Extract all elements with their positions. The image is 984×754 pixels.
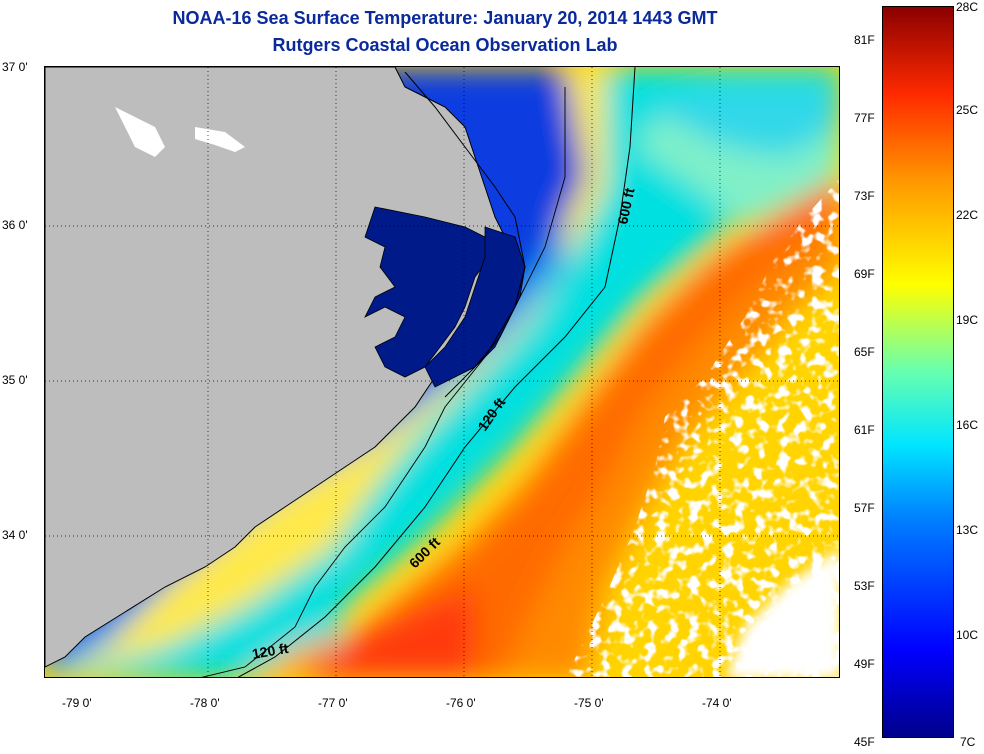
cb-f-73: 73F [854,189,875,203]
cb-c-13: 13C [956,523,979,537]
cb-c-7: 7C [960,735,976,749]
lon-label-77: -77 0' [318,696,348,710]
lon-label-76: -76 0' [446,696,476,710]
lat-label-34: 34 0' [2,528,28,542]
cb-f-57: 57F [854,501,875,515]
temperature-colorbar [882,6,954,738]
isobath-label-600ft-north: 600 ft [614,186,637,225]
lon-label-79: -79 0' [62,696,92,710]
map-title: NOAA-16 Sea Surface Temperature: January… [172,8,718,28]
cb-f-49: 49F [854,657,875,671]
cb-f-77: 77F [854,111,875,125]
cb-f-69: 69F [854,267,875,281]
graticule [45,67,839,677]
pamlico-sound [424,226,526,388]
lat-label-36: 36 0' [2,218,28,232]
lat-label-35: 35 0' [2,373,28,387]
cb-f-65: 65F [854,345,875,359]
lon-label-75: -75 0' [574,696,604,710]
isobath-120ft [201,87,566,677]
cb-c-25: 25C [956,103,979,117]
cb-c-16: 16C [956,418,979,432]
isobath-label-120ft-south: 120 ft [251,640,290,662]
lon-label-74: -74 0' [702,696,732,710]
cb-c-22: 22C [956,208,979,222]
cb-c-10: 10C [956,628,979,642]
cb-c-19: 19C [956,313,979,327]
cb-f-45: 45F [854,735,875,749]
cb-f-81: 81F [854,33,875,47]
cb-c-28: 28C [956,0,979,14]
sst-map[interactable]: 600 ft 120 ft 600 ft 120 ft [44,66,840,678]
lat-label-37: 37 0' [2,60,28,74]
cb-f-61: 61F [854,423,875,437]
map-subtitle: Rutgers Coastal Ocean Observation Lab [272,35,618,55]
sst-map-canvas: 600 ft 120 ft 600 ft 120 ft [45,67,839,677]
isobath-600ft [237,67,636,677]
cb-f-53: 53F [854,579,875,593]
lon-label-78: -78 0' [190,696,220,710]
